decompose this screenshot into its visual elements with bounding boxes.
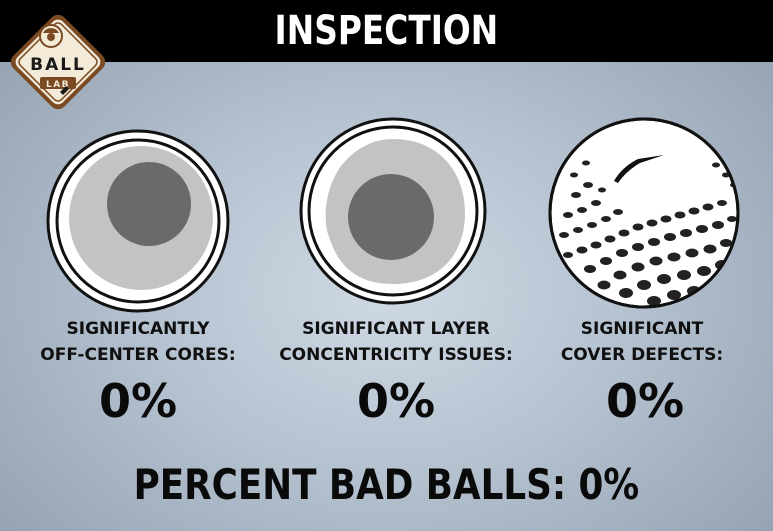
off-center-core-icon (46, 129, 230, 313)
golf-ball-cover-defect-icon (548, 117, 740, 309)
header-bar: INSPECTION (0, 0, 773, 62)
summary-text: PERCENT BAD BALLS: 0% (134, 460, 640, 509)
layer-concentricity-icon (299, 117, 487, 305)
summary: PERCENT BAD BALLS: 0% (0, 460, 773, 509)
metric-value-off-center: 0% (98, 374, 178, 428)
summary-label: PERCENT BAD BALLS: (133, 460, 567, 509)
metric-value-concentricity: 0% (356, 374, 436, 428)
metric-value-cover-defects: 0% (605, 374, 685, 428)
page-title: INSPECTION (274, 8, 499, 54)
logo-text-lab: LAB (46, 80, 70, 90)
metric-label-cover-defects: SIGNIFICANT COVER DEFECTS: (560, 319, 724, 365)
metric-label-concentricity: SIGNIFICANT LAYER CONCENTRICITY ISSUES: (279, 319, 513, 365)
ball-lab-logo: BALL LAB (10, 14, 106, 110)
summary-value: 0% (578, 460, 640, 509)
metric-label-off-center: SIGNIFICANTLY OFF-CENTER CORES: (40, 319, 236, 365)
logo-text-ball: BALL (30, 55, 86, 75)
